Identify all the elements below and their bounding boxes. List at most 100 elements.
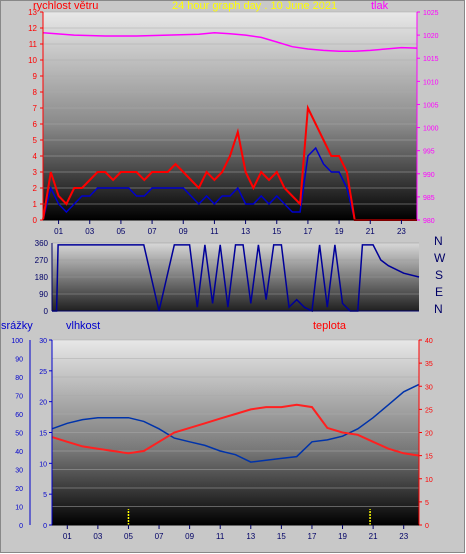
pressure-tick-label: 995 [423,149,435,156]
wind-tick-label: 4 [33,152,38,161]
pressure-tick-label: 1025 [423,10,439,17]
direction-axes: 0 90 180 270 360 [35,239,419,316]
rain-tick-label: 60 [15,412,23,419]
pressure-tick-label: 1000 [423,126,439,133]
temperature-axis-title: teplota [313,320,347,332]
wind-axis-title: rychlost větru [33,0,99,12]
rain-tick-label: 80 [15,375,23,382]
climate-x-tick-label: 05 [124,532,133,541]
wind-plot-area [43,12,417,220]
wind-x-tick-label: 01 [54,227,63,236]
humidity-tick-label: 20 [39,400,47,407]
wind-x-tick-label: 13 [241,227,250,236]
rain-tick-label: 10 [15,505,23,512]
rain-tick-label: 50 [15,431,23,438]
wind-tick-label: 0 [33,216,38,225]
direction-line [52,244,420,313]
wind-tick-label: 7 [33,104,38,113]
direction-label-w: W [434,251,446,265]
direction-tick-label: 180 [35,273,49,282]
wind-x-tick-label: 23 [397,227,406,236]
climate-x-tick-label: 09 [185,532,194,541]
wind-x-tick-label: 09 [179,227,188,236]
direction-tick-label: 270 [35,256,49,265]
pressure-tick-label: 990 [423,172,435,179]
direction-label-n-top: N [434,234,443,248]
temperature-tick-label: 40 [425,338,433,345]
direction-label-n-bottom: N [434,302,443,316]
rain-tick-label: 40 [15,449,23,456]
wind-tick-label: 13 [28,8,37,17]
wind-x-tick-label: 19 [335,227,344,236]
pressure-line [42,32,418,53]
pressure-tick-label: 1015 [423,56,439,63]
climate-x-tick-label: 23 [399,532,408,541]
wind-x-tick-label: 17 [303,227,312,236]
wind-tick-label: 6 [33,120,38,129]
climate-series [51,383,420,525]
humidity-axis-title: vlhkost [66,320,101,332]
climate-x-tick-label: 17 [308,532,317,541]
wind-tick-label: 1 [33,200,38,209]
rain-tick-label: 100 [11,338,23,345]
pressure-tick-label: 1020 [423,33,439,40]
wind-x-tick-label: 07 [148,227,157,236]
humidity-tick-label: 30 [39,338,47,345]
wind-x-tick-label: 05 [116,227,125,236]
direction-tick-label: 0 [44,307,49,316]
wind-x-tick-label: 15 [272,227,281,236]
climate-x-tick-label: 21 [369,532,378,541]
direction-tick-label: 360 [35,239,49,248]
humidity-line [51,383,420,463]
rain-tick-label: 20 [15,486,23,493]
pressure-tick-label: 1010 [423,79,439,86]
climate-x-tick-label: 03 [93,532,102,541]
wind-x-tick-label: 11 [210,227,219,236]
temperature-tick-label: 0 [425,523,429,530]
temperature-tick-label: 35 [425,361,433,368]
wind-axes: 0123456789101112139809859909951000100510… [28,8,439,236]
wind-x-tick-label: 03 [85,227,94,236]
wind-tick-label: 3 [33,168,38,177]
humidity-tick-label: 10 [39,461,47,468]
pressure-tick-label: 980 [423,218,435,225]
humidity-tick-label: 0 [43,523,47,530]
direction-label-e: E [435,285,444,299]
direction-series [52,244,420,313]
humidity-tick-label: 25 [39,369,47,376]
direction-tick-label: 90 [39,290,48,299]
temperature-tick-label: 25 [425,407,433,414]
wind-tick-label: 8 [33,88,38,97]
rain-tick-label: 70 [15,394,23,401]
temperature-tick-label: 15 [425,454,433,461]
rain-tick-label: 30 [15,468,23,475]
temperature-tick-label: 30 [425,384,433,391]
chart-title: 24 hour graph day . 10 June 2021 [172,0,338,12]
climate-x-tick-label: 19 [338,532,347,541]
climate-axes: 0102030405060708090100051015202530051015… [11,338,433,541]
climate-x-tick-label: 15 [277,532,286,541]
pressure-tick-label: 985 [423,195,435,202]
pressure-axis-title: tlak [371,0,389,12]
temperature-tick-label: 20 [425,431,433,438]
climate-x-tick-label: 11 [216,532,225,541]
wind-tick-label: 10 [28,56,37,65]
rain-tick-label: 90 [15,357,23,364]
wind-tick-label: 11 [29,40,38,49]
climate-x-tick-label: 07 [155,532,164,541]
rain-tick-label: 0 [19,523,23,530]
wind-x-tick-label: 21 [366,227,375,236]
temperature-line [51,403,420,457]
direction-label-s: S [435,268,444,282]
wind-tick-label: 12 [28,24,37,33]
climate-x-tick-label: 13 [246,532,255,541]
wind-tick-label: 9 [33,72,38,81]
temperature-tick-label: 5 [425,500,429,507]
climate-x-tick-label: 01 [63,532,72,541]
wind-tick-label: 5 [33,136,38,145]
pressure-tick-label: 1005 [423,102,439,109]
rain-axis-title: srážky [1,320,33,332]
humidity-tick-label: 5 [43,492,47,499]
direction-grid [52,242,419,312]
